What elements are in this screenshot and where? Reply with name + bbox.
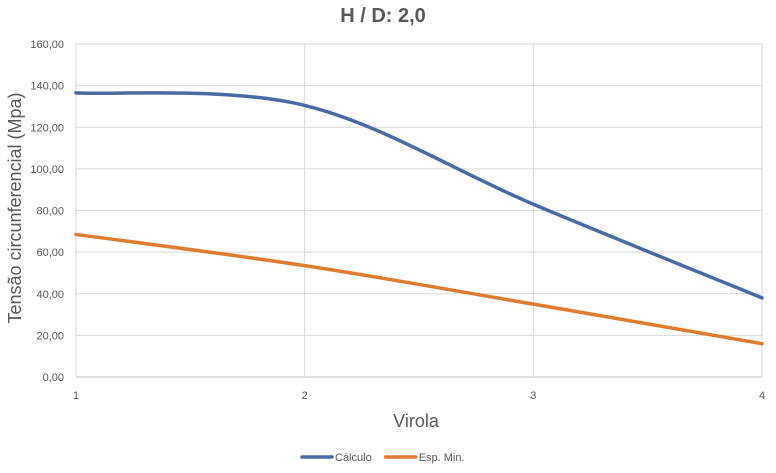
- series-lines: [74, 91, 764, 346]
- y-tick-label: 0,00: [43, 372, 64, 384]
- y-tick-label: 60,00: [36, 247, 64, 259]
- series-line-calculo: [74, 91, 764, 300]
- legend-label-esp-min: Esp. Min.: [419, 452, 465, 464]
- legend-label-calculo: Cálculo: [335, 452, 372, 464]
- y-tick-label: 100,00: [30, 164, 64, 176]
- y-tick-label: 80,00: [36, 206, 64, 218]
- x-axis-ticks: 1 2 3 4: [73, 390, 765, 402]
- x-tick-label: 2: [302, 390, 308, 402]
- chart-title: H / D: 2,0: [340, 5, 426, 27]
- legend: Cálculo Esp. Min.: [300, 452, 465, 464]
- x-axis-title: Virola: [393, 411, 440, 431]
- y-tick-label: 140,00: [30, 81, 64, 93]
- x-tick-label: 3: [530, 390, 536, 402]
- x-tick-label: 1: [73, 390, 79, 402]
- y-tick-label: 160,00: [30, 39, 64, 51]
- x-tick-label: 4: [759, 390, 765, 402]
- series-line-esp-min: [74, 232, 764, 346]
- y-tick-label: 20,00: [36, 330, 64, 342]
- y-tick-label: 120,00: [30, 122, 64, 134]
- y-axis-title: Tensão circunferencial (Mpa): [5, 92, 25, 323]
- y-tick-label: 40,00: [36, 289, 64, 301]
- y-axis-ticks: 0,00 20,00 40,00 60,00 80,00 100,00 120,00 140,…: [30, 39, 64, 384]
- gridlines: [75, 43, 763, 378]
